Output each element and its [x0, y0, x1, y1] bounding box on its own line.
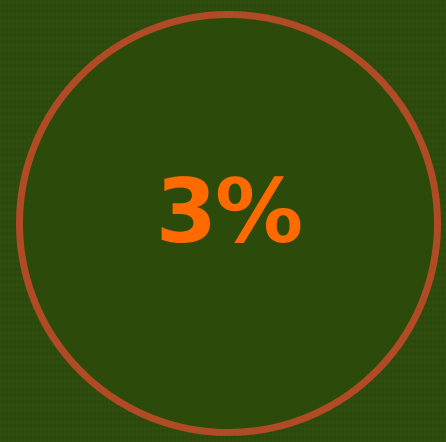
progress-percentage-label: 3%: [23, 6, 434, 417]
progress-circle: 3%: [16, 11, 441, 436]
